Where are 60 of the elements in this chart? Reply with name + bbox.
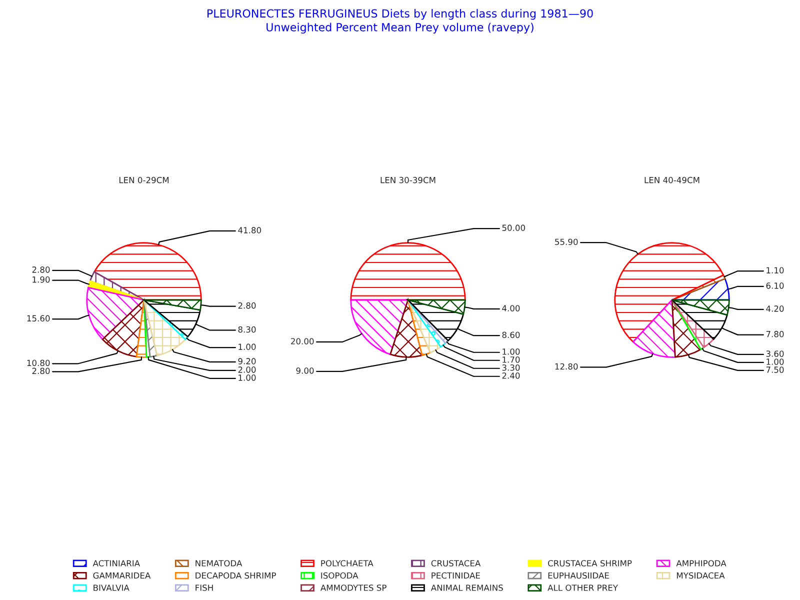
pie-slice [390, 299, 423, 358]
data-label: 8.30 [238, 326, 256, 333]
chart-subtitle: Unweighted Percent Mean Prey volume (ravepy) [266, 22, 534, 34]
data-label: 1.00 [238, 344, 256, 350]
data-label: 2.40 [502, 372, 520, 379]
data-label: 6.10 [766, 282, 784, 289]
data-label: 1.00 [502, 348, 520, 355]
legend-label: NEMATODA [196, 560, 242, 566]
legend-label: POLYCHAETA [321, 560, 374, 566]
data-label: 2.80 [32, 266, 50, 273]
legend-label: DECAPODA SHRIMP [196, 572, 276, 579]
pie-slice [632, 299, 676, 358]
data-label: 2.80 [238, 302, 256, 309]
data-label: 9.20 [238, 358, 256, 364]
legend-label: ALL OTHER PREY [548, 584, 618, 591]
data-label: 8.60 [502, 332, 520, 338]
data-label: 9.00 [296, 368, 314, 374]
data-label: 2.80 [32, 368, 50, 374]
pie-slice [671, 299, 730, 316]
data-label: 4.00 [502, 305, 520, 312]
data-label: 50.00 [502, 224, 526, 231]
pie-slice [614, 242, 724, 343]
pie-slice [407, 299, 466, 315]
pie-slice [671, 299, 702, 358]
pie-slice [350, 299, 409, 356]
legend-label: AMMODYTES SP [320, 584, 386, 591]
data-label: 2.00 [238, 366, 256, 373]
legend-label: MYSIDACEA [676, 572, 725, 579]
data-label: 1.90 [32, 276, 50, 283]
legend-label: CRUSTACEA [431, 560, 481, 566]
legend-label: PECTINIDAE [432, 572, 480, 579]
data-label: 10.80 [27, 360, 50, 366]
data-label: 15.60 [27, 315, 50, 322]
text: LEN 30-39CM [380, 176, 436, 184]
legend-label: BIVALVIA [94, 584, 130, 591]
legend-label: ISOPODA [321, 572, 358, 579]
data-label: 1.00 [766, 358, 784, 365]
data-label: 55.90 [555, 238, 578, 246]
data-label: 7.80 [766, 330, 784, 338]
data-label: 3.30 [502, 364, 520, 371]
legend-label: AMPHIPODA [676, 560, 726, 566]
data-label: 4.20 [766, 306, 784, 312]
text: LEN 40-49CM [644, 176, 700, 184]
data-label: 20.00 [291, 338, 314, 344]
pie-slice [350, 242, 466, 301]
chart-title: PLEURONECTES FERRUGINEUS Diets by length class during 1981—90 [207, 9, 593, 20]
data-label: 1.70 [502, 356, 520, 363]
data-label: 12.80 [555, 363, 578, 370]
data-label: 7.50 [766, 366, 784, 373]
legend-label: EUPHAUSIIDAE [548, 572, 609, 579]
legend-label: ACTINIARIA [92, 560, 140, 566]
legend-label: GAMMARIDEA [93, 572, 151, 579]
data-label: 3.60 [766, 350, 784, 357]
data-label: 1.10 [766, 267, 784, 274]
data-label: 41.80 [238, 227, 262, 234]
text: LEN 0-29CM [119, 176, 169, 184]
legend-label: CRUSTACEA SHRIMP [548, 560, 632, 566]
legend-label: FISH [196, 584, 213, 591]
data-label: 1.00 [238, 374, 256, 381]
legend-label: ANIMAL REMAINS [430, 584, 503, 591]
